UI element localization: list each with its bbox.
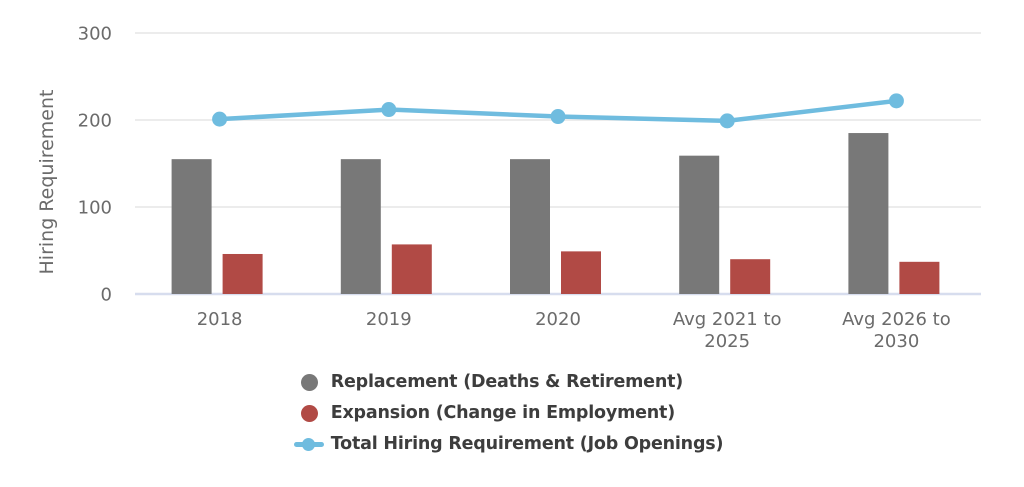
x-axis-label-2018: 2018: [197, 309, 243, 330]
point-total-avg-2026-to-2030[interactable]: [888, 93, 904, 109]
bar-replacement-avg-2026-to-2030[interactable]: [848, 133, 889, 294]
x-axis-label-avg-2026-to-2030: Avg 2026 to: [842, 309, 951, 330]
bar-expansion-2018[interactable]: [222, 253, 263, 294]
point-total-avg-2021-to-2025[interactable]: [719, 113, 735, 129]
x-axis-label-2020: 2020: [535, 309, 581, 330]
y-tick-label-200: 200: [78, 111, 112, 132]
expansion-legend-swatch-icon: [300, 405, 318, 422]
legend-label-replacement: Replacement (Deaths & Retirement): [330, 372, 684, 392]
x-axis-label-avg-2026-to-2030-line2: 2030: [873, 331, 919, 352]
y-axis-title: Hiring Requirement: [36, 90, 58, 275]
x-axis-label-avg-2021-to-2025-line2: 2025: [704, 331, 750, 352]
legend-label-expansion: Expansion (Change in Employment): [330, 403, 676, 423]
legend-item-replacement[interactable]: Replacement (Deaths & Retirement): [300, 372, 724, 393]
point-total-2020[interactable]: [550, 109, 566, 125]
y-tick-label-100: 100: [78, 198, 112, 219]
bar-expansion-avg-2021-to-2025[interactable]: [730, 259, 771, 294]
point-total-2018[interactable]: [212, 111, 228, 127]
bar-replacement-2018[interactable]: [171, 159, 212, 294]
legend-item-total-hiring[interactable]: Total Hiring Requirement (Job Openings): [293, 434, 724, 455]
point-total-2019[interactable]: [381, 102, 397, 118]
plot-area: 0 100 200 300 Hiring Requirement 2018 2019 2020…: [36, 24, 981, 352]
x-axis-label-2019: 2019: [366, 309, 412, 330]
chart-legend: Replacement (Deaths & Retirement) Expans…: [293, 372, 724, 455]
y-tick-label-300: 300: [78, 24, 112, 45]
replacement-legend-swatch-icon: [300, 374, 318, 391]
total-hiring-legend-swatch-icon: [293, 436, 324, 453]
x-axis-label-avg-2021-to-2025: Avg 2021 to: [673, 309, 782, 330]
legend-item-expansion[interactable]: Expansion (Change in Employment): [300, 403, 724, 424]
bar-replacement-2020[interactable]: [510, 159, 550, 294]
bar-expansion-2019[interactable]: [391, 244, 432, 294]
legend-label-total-hiring: Total Hiring Requirement (Job Openings): [330, 434, 724, 454]
y-tick-label-0: 0: [101, 285, 112, 306]
bar-expansion-avg-2026-to-2030[interactable]: [899, 261, 940, 294]
bar-replacement-avg-2021-to-2025[interactable]: [679, 155, 720, 294]
bar-expansion-2020[interactable]: [561, 251, 601, 294]
bar-replacement-2019[interactable]: [340, 159, 381, 294]
